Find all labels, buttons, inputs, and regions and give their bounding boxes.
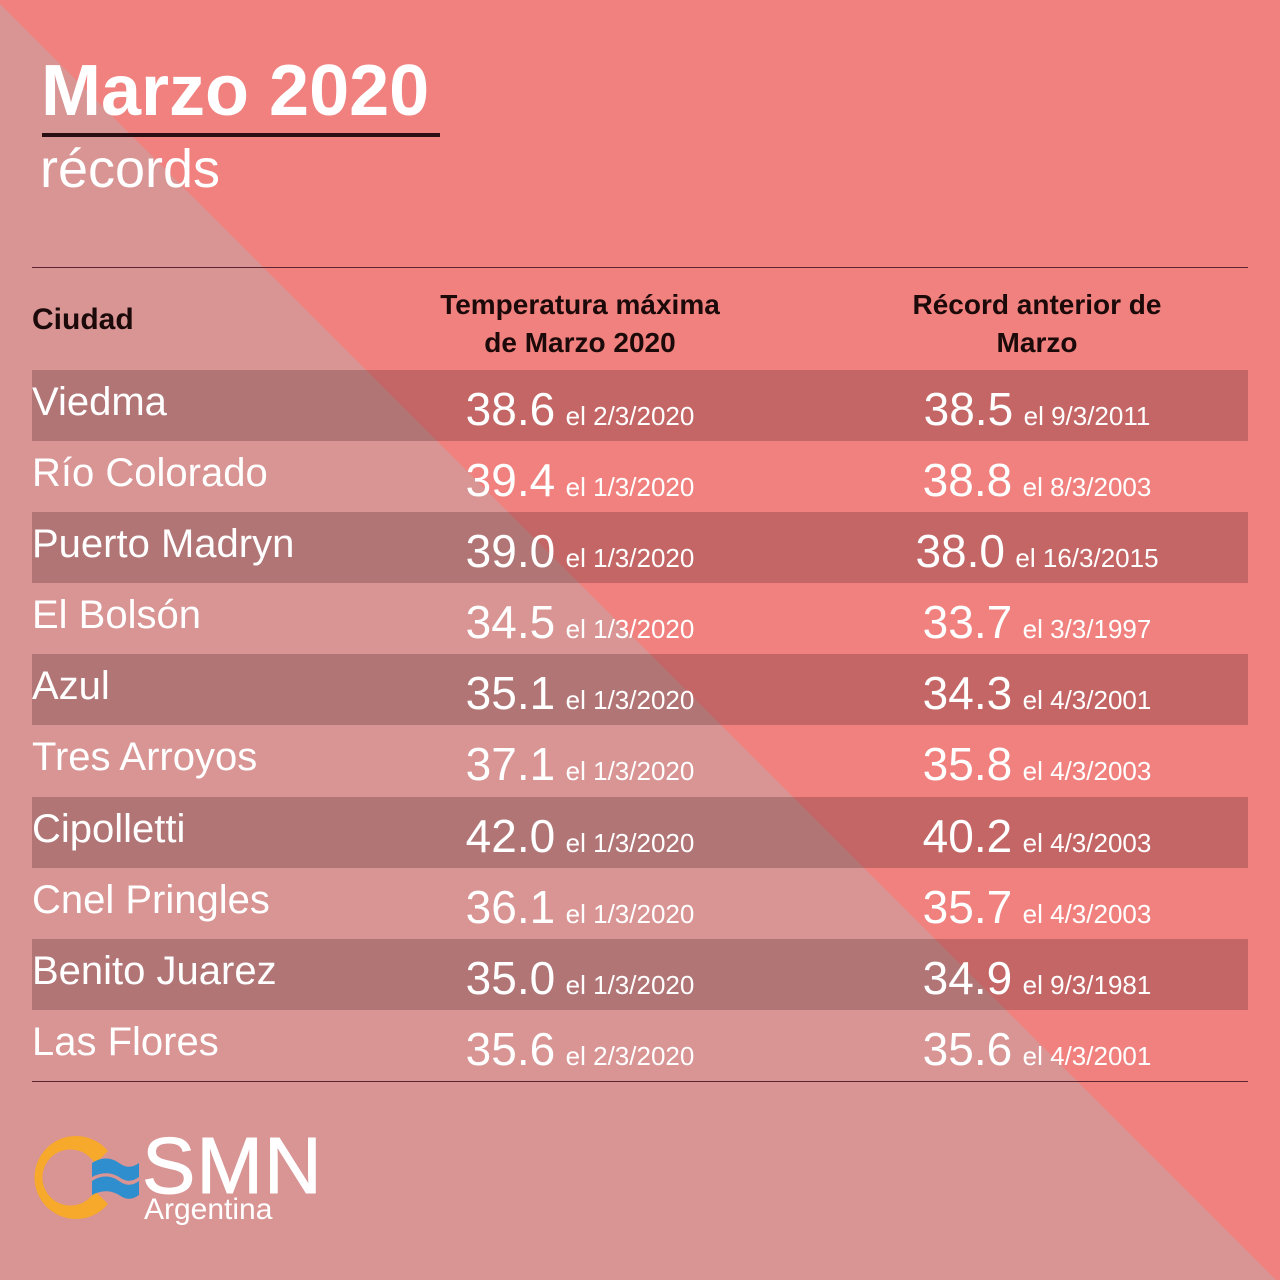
svg-text:Argentina: Argentina [144,1193,273,1226]
